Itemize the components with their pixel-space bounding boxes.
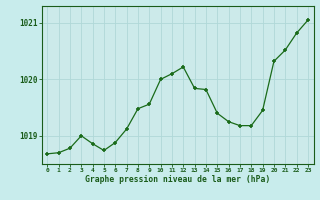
X-axis label: Graphe pression niveau de la mer (hPa): Graphe pression niveau de la mer (hPa) bbox=[85, 175, 270, 184]
